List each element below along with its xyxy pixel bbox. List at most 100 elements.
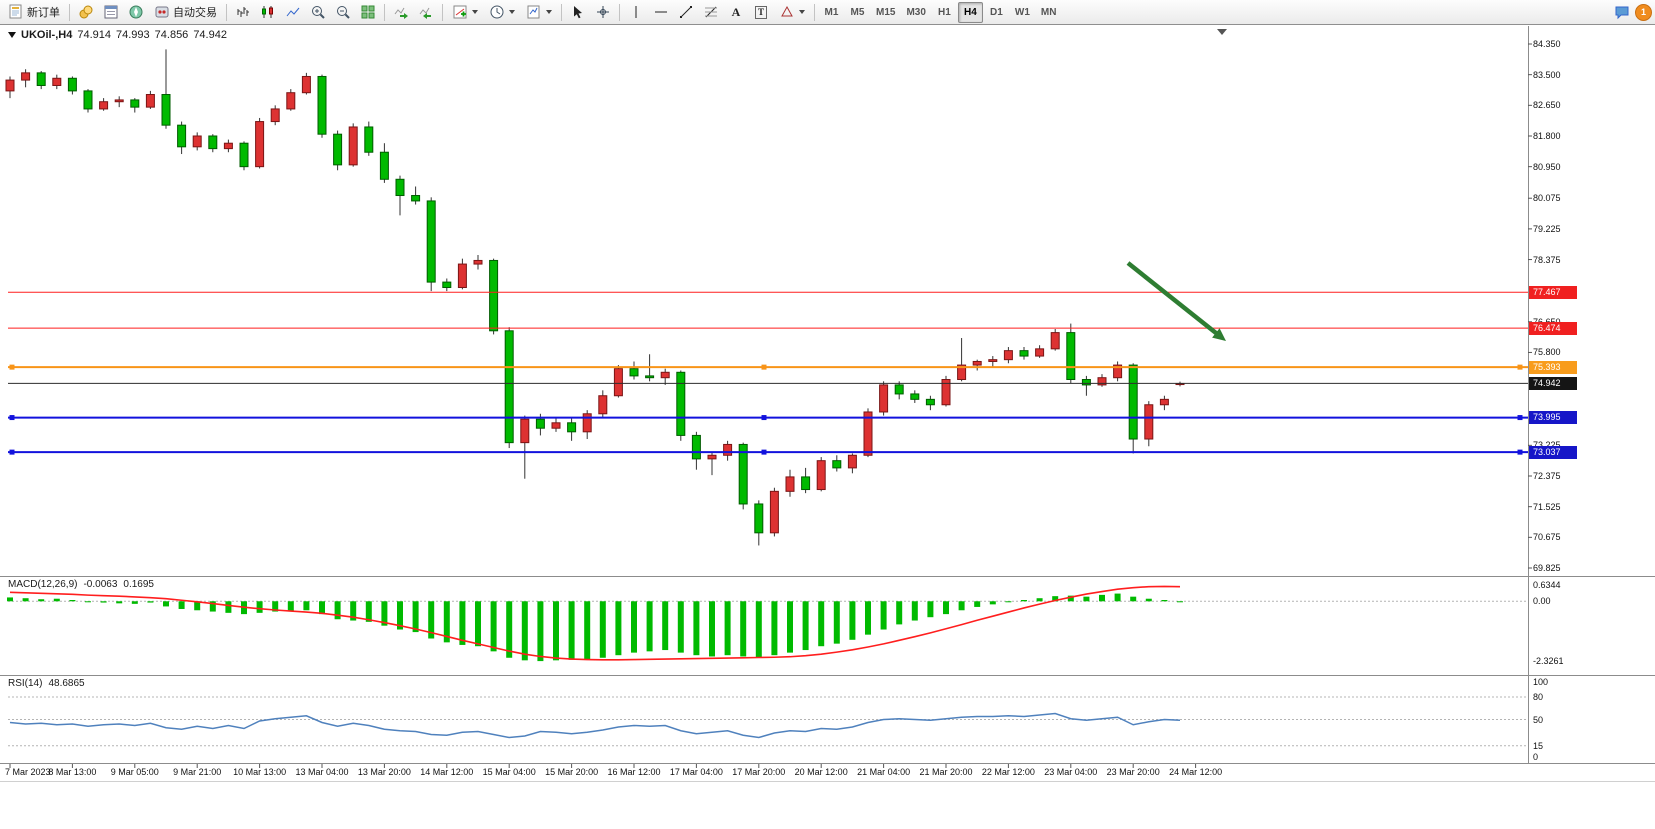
fibonacci-button[interactable] bbox=[699, 2, 723, 23]
line-handle[interactable] bbox=[1517, 364, 1523, 370]
line-handle[interactable] bbox=[761, 449, 767, 455]
zoom-in-button[interactable] bbox=[306, 2, 330, 23]
timeframe-button-w1[interactable]: W1 bbox=[1010, 2, 1035, 23]
trend-arrow-head[interactable] bbox=[1212, 328, 1226, 341]
candle-body bbox=[130, 99, 140, 108]
indicators-button[interactable] bbox=[447, 2, 483, 23]
candle-body bbox=[1035, 348, 1045, 357]
zoom-out-button[interactable] bbox=[331, 2, 355, 23]
line-chart-button[interactable] bbox=[281, 2, 305, 23]
horizontal-line-button[interactable] bbox=[649, 2, 673, 23]
tile-windows-button[interactable] bbox=[356, 2, 380, 23]
candle-body bbox=[1019, 350, 1029, 357]
one-click-trading-toggle[interactable] bbox=[8, 32, 16, 38]
macd-histogram-bar bbox=[709, 601, 715, 657]
horizontal-line-icon bbox=[653, 4, 669, 20]
timeframe-button-m15[interactable]: M15 bbox=[871, 2, 900, 23]
autotrading-button[interactable]: 自动交易 bbox=[149, 2, 222, 23]
notification-badge[interactable]: 1 bbox=[1635, 3, 1652, 21]
time-axis-label: 10 Mar 13:00 bbox=[233, 767, 287, 777]
toolbar-separator bbox=[226, 3, 227, 21]
time-axis-label: 21 Mar 04:00 bbox=[857, 767, 911, 777]
vertical-line-button[interactable] bbox=[624, 2, 648, 23]
macd-histogram-bar bbox=[428, 601, 435, 639]
macd-histogram-bar bbox=[365, 601, 372, 622]
community-button[interactable] bbox=[1610, 2, 1634, 23]
navigator-button[interactable] bbox=[124, 2, 148, 23]
macd-histogram-bar bbox=[100, 601, 107, 603]
shapes-icon bbox=[779, 4, 795, 20]
line-handle[interactable] bbox=[9, 364, 15, 370]
candle-body bbox=[1050, 332, 1060, 350]
candle-body bbox=[379, 151, 389, 180]
macd-histogram-bar bbox=[537, 601, 544, 662]
label-button[interactable]: T bbox=[749, 2, 773, 23]
macd-histogram-bar bbox=[506, 601, 513, 658]
bar-chart-button[interactable] bbox=[231, 2, 255, 23]
macd-histogram-bar bbox=[943, 601, 949, 615]
trend-arrow[interactable] bbox=[1126, 261, 1222, 338]
line-handle[interactable] bbox=[1517, 415, 1523, 421]
timeframe-button-m30[interactable]: M30 bbox=[901, 2, 930, 23]
macd-histogram-bar bbox=[381, 601, 388, 626]
line-handle[interactable] bbox=[761, 415, 767, 421]
new-order-button[interactable]: 新订单 bbox=[3, 2, 65, 23]
candle-body bbox=[1003, 350, 1013, 361]
macd-histogram-bar bbox=[1005, 601, 1012, 603]
trendline-button[interactable] bbox=[674, 2, 698, 23]
toolbar-separator bbox=[442, 3, 443, 21]
line-handle[interactable] bbox=[761, 364, 767, 370]
cursor-button[interactable] bbox=[566, 2, 590, 23]
time-axis-label: 7 Mar 2023 bbox=[5, 767, 51, 777]
macd-axis-label: -2.3261 bbox=[1533, 656, 1564, 666]
chart-shift-button[interactable] bbox=[414, 2, 438, 23]
time-axis-label: 22 Mar 12:00 bbox=[981, 767, 1035, 777]
timeframe-button-mn[interactable]: MN bbox=[1036, 2, 1062, 23]
timeframe-button-h4[interactable]: H4 bbox=[957, 1, 983, 23]
time-axis-label: 15 Mar 20:00 bbox=[545, 767, 599, 777]
price-axis-label: 80.950 bbox=[1533, 161, 1561, 172]
macd-histogram-bar bbox=[818, 601, 825, 647]
templates-button[interactable] bbox=[521, 2, 557, 23]
chart-low-value: 74.856 bbox=[154, 29, 189, 41]
candlestick-chart-button[interactable] bbox=[256, 2, 280, 23]
timeframe-button-d1[interactable]: D1 bbox=[984, 2, 1009, 23]
candle-body bbox=[457, 263, 467, 289]
macd-histogram-bar bbox=[1021, 600, 1027, 602]
candle-body bbox=[598, 395, 608, 415]
candle-body bbox=[52, 77, 62, 86]
macd-histogram-bar bbox=[927, 601, 934, 618]
line-handle[interactable] bbox=[9, 449, 15, 455]
price-axis-label: 78.375 bbox=[1533, 254, 1561, 265]
price-badge: 73.037 bbox=[1529, 445, 1577, 459]
macd-histogram-bar bbox=[334, 601, 341, 620]
shapes-button[interactable] bbox=[774, 2, 810, 23]
periods-button[interactable] bbox=[484, 2, 520, 23]
price-axis-label: 71.525 bbox=[1533, 501, 1561, 512]
label-icon: T bbox=[754, 5, 767, 19]
data-window-button[interactable] bbox=[99, 2, 123, 23]
market-watch-button[interactable] bbox=[74, 2, 98, 23]
crosshair-button[interactable] bbox=[591, 2, 615, 23]
macd-histogram-bar bbox=[755, 601, 762, 658]
line-handle[interactable] bbox=[1517, 449, 1523, 455]
candlestick-chart-icon bbox=[260, 4, 276, 20]
timeframe-button-m1[interactable]: M1 bbox=[819, 2, 844, 23]
macd-histogram-bar bbox=[287, 601, 294, 612]
timeframe-button-h1[interactable]: H1 bbox=[932, 2, 957, 23]
price-axis-label: 69.825 bbox=[1533, 563, 1561, 573]
text-button[interactable]: A bbox=[724, 2, 748, 23]
macd-histogram-bar bbox=[22, 598, 29, 602]
candle-body bbox=[473, 259, 483, 265]
macd-histogram-bar bbox=[131, 601, 138, 604]
candle-body bbox=[1144, 404, 1154, 440]
macd-label: MACD(12,26,9) bbox=[8, 579, 78, 590]
price-axis-label: 73.225 bbox=[1533, 440, 1561, 450]
new-order-label: 新订单 bbox=[27, 7, 60, 19]
auto-scroll-button[interactable] bbox=[389, 2, 413, 23]
candle-body bbox=[816, 460, 826, 491]
chart-shift-marker[interactable] bbox=[1217, 29, 1227, 35]
line-handle[interactable] bbox=[9, 415, 15, 421]
timeframe-button-m5[interactable]: M5 bbox=[845, 2, 870, 23]
